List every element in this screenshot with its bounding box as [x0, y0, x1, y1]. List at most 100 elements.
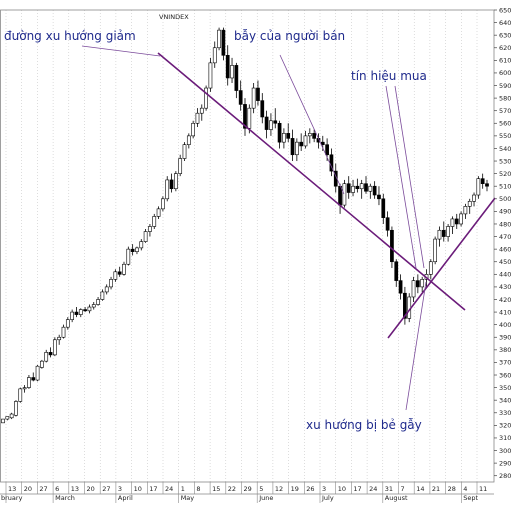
y-tick-label: 320: [499, 422, 511, 430]
candle: [65, 317, 70, 330]
x-tick-label: 10: [134, 485, 142, 493]
candle: [104, 284, 109, 295]
candle: [485, 179, 489, 192]
candle: [217, 27, 221, 51]
month-label: June: [258, 494, 273, 502]
x-tick-label: 28: [448, 485, 456, 493]
y-tick-label: 480: [499, 220, 511, 228]
y-tick-label: 450: [499, 258, 511, 266]
x-tick-label: 22: [228, 485, 236, 493]
y-tick-label: 390: [499, 334, 511, 342]
x-tick-label: 19: [291, 485, 299, 493]
candle: [35, 364, 40, 382]
candle: [260, 93, 265, 124]
candle: [225, 45, 230, 86]
y-tick-label: 280: [499, 472, 511, 480]
candle: [53, 337, 57, 357]
x-tick-label: 27: [39, 485, 47, 493]
candle: [355, 178, 360, 193]
candle: [385, 211, 390, 237]
downtrend-line: [157, 52, 466, 311]
candle: [463, 203, 468, 219]
candle: [208, 57, 213, 92]
y-tick-label: 650: [499, 6, 511, 14]
candle: [394, 259, 399, 287]
pointer-downtrend: [81, 45, 161, 57]
y-axis: 280 290 300 310 320 330 340 350 360 370 380 390 400 4…: [494, 6, 511, 480]
candle: [169, 173, 174, 193]
plot-border: [0, 9, 495, 483]
candle: [31, 372, 36, 382]
candle: [182, 142, 187, 162]
candle: [351, 179, 355, 197]
candle: [441, 221, 446, 242]
candle: [191, 120, 195, 139]
candle: [199, 104, 204, 121]
annotation-trend-broken: xu hướng bị bẻ gẫy: [306, 418, 422, 432]
x-tick-label: 29: [244, 485, 252, 493]
candle: [459, 211, 463, 227]
y-tick-label: 530: [499, 157, 511, 165]
candle: [377, 186, 381, 206]
candle: [156, 206, 161, 219]
candle: [467, 198, 472, 214]
y-tick-label: 540: [499, 145, 511, 153]
pointer-trend-broken: [405, 281, 427, 411]
y-tick-label: 580: [499, 94, 511, 102]
y-tick-label: 440: [499, 271, 511, 279]
candle: [472, 192, 476, 207]
candle: [40, 359, 44, 369]
x-tick-label: 31: [385, 485, 393, 493]
x-tick-label: 20: [24, 485, 32, 493]
candle: [238, 80, 243, 111]
x-tick-label: 4: [463, 485, 467, 493]
x-tick-label: 6: [55, 485, 59, 493]
candle: [139, 239, 144, 251]
candle: [390, 226, 394, 269]
candle: [204, 85, 208, 111]
y-tick-label: 500: [499, 195, 511, 203]
candle: [87, 304, 92, 314]
annotation-sellers-trap: bẫy của người bán: [234, 29, 345, 43]
candle: [273, 108, 278, 129]
y-tick-label: 410: [499, 308, 511, 316]
candle: [295, 138, 299, 162]
candle: [91, 302, 96, 310]
y-tick-label: 610: [499, 57, 511, 65]
candle: [243, 98, 247, 136]
x-tick-label: 27: [102, 485, 110, 493]
candle: [346, 176, 351, 199]
candle: [9, 412, 14, 420]
x-tick-label: 21: [432, 485, 440, 493]
candle: [18, 387, 23, 403]
y-tick-label: 370: [499, 359, 511, 367]
candle: [195, 108, 200, 128]
candle: [27, 375, 31, 389]
candle: [368, 183, 373, 199]
candle: [174, 171, 178, 192]
candle: [420, 276, 425, 292]
candles: [1, 27, 489, 424]
candle: [437, 226, 442, 247]
candle: [450, 216, 455, 235]
x-tick-label: 20: [87, 485, 95, 493]
candle: [126, 246, 131, 266]
candle: [416, 274, 420, 294]
y-tick-label: 590: [499, 82, 511, 90]
candle: [212, 41, 217, 68]
x-tick-label: 3: [118, 485, 122, 493]
pointer-sellers-trap: [279, 54, 345, 195]
plot-frame: [0, 9, 495, 495]
y-tick-label: 470: [499, 233, 511, 241]
candle: [122, 261, 126, 276]
y-tick-label: 330: [499, 409, 511, 417]
y-tick-label: 290: [499, 459, 511, 467]
candle: [256, 80, 260, 106]
candle: [1, 418, 5, 424]
month-label: March: [55, 494, 75, 502]
x-tick-label: 11: [479, 485, 487, 493]
candle: [251, 83, 256, 114]
annotation-downtrend: đường xu hướng giảm: [4, 29, 136, 43]
candle: [143, 229, 148, 243]
